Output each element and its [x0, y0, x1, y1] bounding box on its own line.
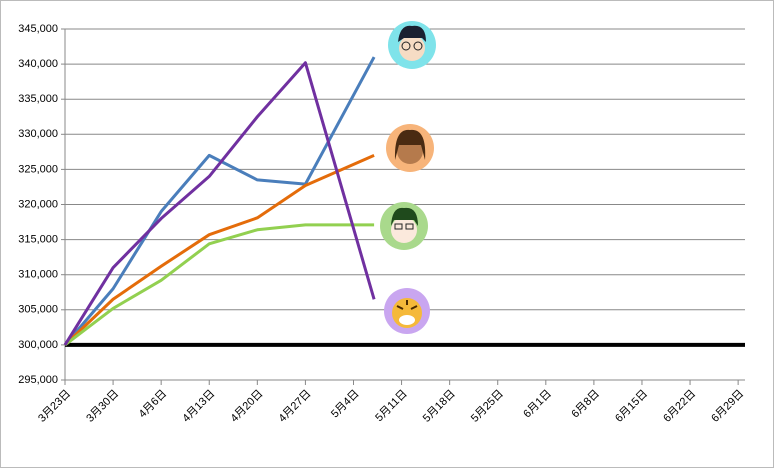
y-tick-label: 340,000 — [18, 58, 58, 70]
series-line — [64, 223, 375, 347]
avatar-glasses — [394, 223, 403, 230]
y-tick-label: 335,000 — [18, 93, 58, 105]
y-tick-label: 315,000 — [18, 234, 58, 246]
series-line — [63, 153, 375, 346]
y-tick-label: 325,000 — [18, 163, 58, 175]
avatar-hair — [391, 207, 418, 226]
avatar-face — [399, 35, 425, 61]
y-tick-label: 330,000 — [18, 128, 58, 140]
y-tick-label: 295,000 — [18, 374, 58, 386]
avatar-hair — [398, 25, 426, 42]
avatar-face — [391, 217, 417, 243]
avatar-muzzle — [399, 315, 415, 325]
y-tick-label: 300,000 — [18, 339, 58, 351]
y-tick-label: 320,000 — [18, 198, 58, 210]
avatars — [380, 21, 436, 334]
series-line — [63, 61, 376, 346]
avatar-stripes — [396, 300, 418, 310]
y-tick-label: 345,000 — [18, 23, 58, 35]
avatar-glasses — [401, 41, 411, 51]
avatar-hair — [394, 129, 426, 160]
avatar-glasses — [405, 223, 414, 230]
y-tick-label: 305,000 — [18, 304, 58, 316]
avatar-glasses — [413, 41, 423, 51]
y-tick-label: 310,000 — [18, 269, 58, 281]
